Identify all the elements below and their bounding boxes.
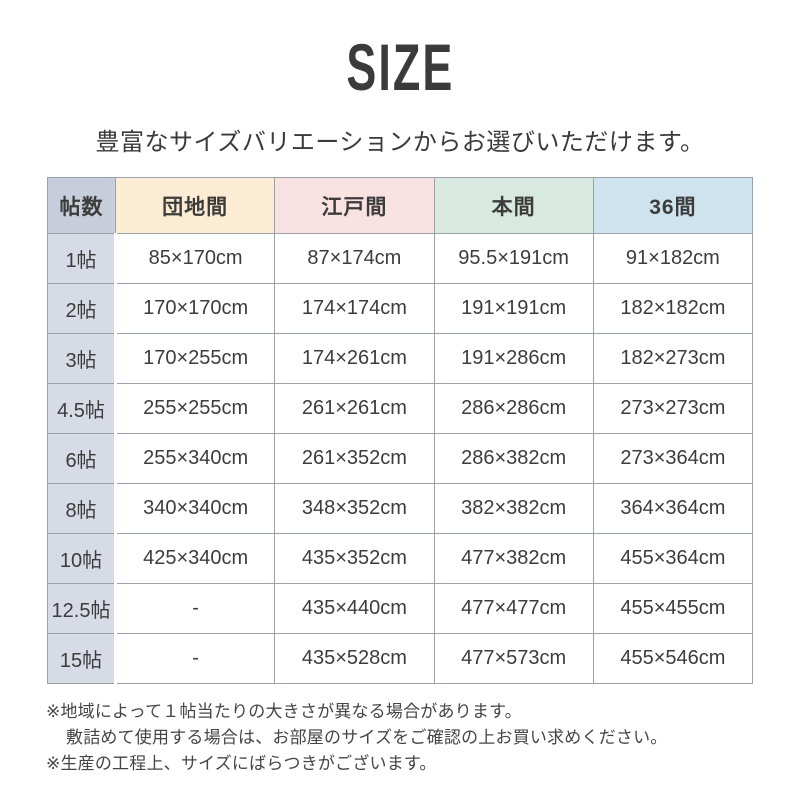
table-cell: 425×340cm [114, 533, 276, 584]
table-cell: 435×352cm [274, 533, 435, 584]
table-cell: 261×352cm [274, 433, 435, 484]
page-title: SIZE [346, 30, 454, 104]
table-cell: - [114, 633, 276, 684]
table-cell: 255×255cm [114, 383, 276, 434]
table-row: 6帖 255×340cm 261×352cm 286×382cm 273×364… [47, 433, 754, 484]
row-label: 8帖 [47, 483, 117, 534]
title-wrap: SIZE [0, 34, 800, 100]
row-label: 12.5帖 [47, 583, 117, 634]
table-row: 15帖 - 435×528cm 477×573cm 455×546cm [47, 633, 754, 684]
table-cell: 273×364cm [592, 433, 754, 484]
table-row: 8帖 340×340cm 348×352cm 382×382cm 364×364… [47, 483, 754, 534]
table-cell: 477×382cm [433, 533, 594, 584]
table-row: 2帖 170×170cm 174×174cm 191×191cm 182×182… [47, 283, 754, 334]
column-header-danchima: 団地間 [114, 177, 276, 234]
table-cell: 273×273cm [592, 383, 754, 434]
size-table-header: 帖数 団地間 江戸間 本間 36間 [47, 177, 754, 234]
table-row: 4.5帖 255×255cm 261×261cm 286×286cm 273×2… [47, 383, 754, 434]
table-cell: 91×182cm [592, 233, 754, 284]
table-cell: 255×340cm [114, 433, 276, 484]
table-cell: 170×170cm [114, 283, 276, 334]
row-label: 15帖 [47, 633, 117, 684]
table-cell: 174×261cm [274, 333, 435, 384]
note-line: ※地域によって１帖当たりの大きさが異なる場合があります。 [46, 702, 522, 721]
table-cell: 435×528cm [274, 633, 435, 684]
table-row: 10帖 425×340cm 435×352cm 477×382cm 455×36… [47, 533, 754, 584]
table-cell: 455×455cm [592, 583, 754, 634]
row-label: 10帖 [47, 533, 117, 584]
table-cell: 348×352cm [274, 483, 435, 534]
table-cell: 261×261cm [274, 383, 435, 434]
table-cell: - [114, 583, 276, 634]
table-cell: 455×546cm [592, 633, 754, 684]
header-row: 帖数 団地間 江戸間 本間 36間 [47, 177, 754, 234]
row-label: 2帖 [47, 283, 117, 334]
table-cell: 382×382cm [433, 483, 594, 534]
table-cell: 455×364cm [592, 533, 754, 584]
row-label: 1帖 [47, 233, 117, 284]
table-cell: 286×382cm [433, 433, 594, 484]
table-cell: 87×174cm [274, 233, 435, 284]
footnotes: ※地域によって１帖当たりの大きさが異なる場合があります。 敷詰めて使用する場合は… [46, 699, 754, 777]
page-subtitle: 豊富なサイズバリエーションからお選びいただけます。 [95, 129, 705, 156]
note-line: 敷詰めて使用する場合は、お部屋のサイズをご確認の上お買い求めください。 [66, 728, 668, 747]
column-header-honma: 本間 [433, 177, 594, 234]
row-label: 3帖 [47, 333, 117, 384]
table-cell: 340×340cm [114, 483, 276, 534]
table-cell: 182×182cm [592, 283, 754, 334]
size-table: 帖数 団地間 江戸間 本間 36間 1帖 85×170cm 87×174cm 9… [47, 177, 754, 684]
row-label: 6帖 [47, 433, 117, 484]
table-cell: 85×170cm [114, 233, 276, 284]
table-cell: 477×573cm [433, 633, 594, 684]
table-cell: 477×477cm [433, 583, 594, 634]
table-cell: 191×286cm [433, 333, 594, 384]
column-header-36ken: 36間 [592, 177, 754, 234]
table-cell: 174×174cm [274, 283, 435, 334]
table-row: 12.5帖 - 435×440cm 477×477cm 455×455cm [47, 583, 754, 634]
table-row: 1帖 85×170cm 87×174cm 95.5×191cm 91×182cm [47, 233, 754, 284]
column-header-edoma: 江戸間 [274, 177, 435, 234]
table-cell: 364×364cm [592, 483, 754, 534]
table-cell: 435×440cm [274, 583, 435, 634]
size-table-body: 1帖 85×170cm 87×174cm 95.5×191cm 91×182cm… [47, 233, 754, 684]
table-cell: 95.5×191cm [433, 233, 594, 284]
note-line: ※生産の工程上、サイズにばらつきがございます。 [46, 754, 437, 773]
table-cell: 191×191cm [433, 283, 594, 334]
table-row: 3帖 170×255cm 174×261cm 191×286cm 182×273… [47, 333, 754, 384]
table-cell: 182×273cm [592, 333, 754, 384]
column-header-jousuu: 帖数 [47, 177, 116, 234]
table-cell: 286×286cm [433, 383, 594, 434]
table-cell: 170×255cm [114, 333, 276, 384]
row-label: 4.5帖 [47, 383, 117, 434]
